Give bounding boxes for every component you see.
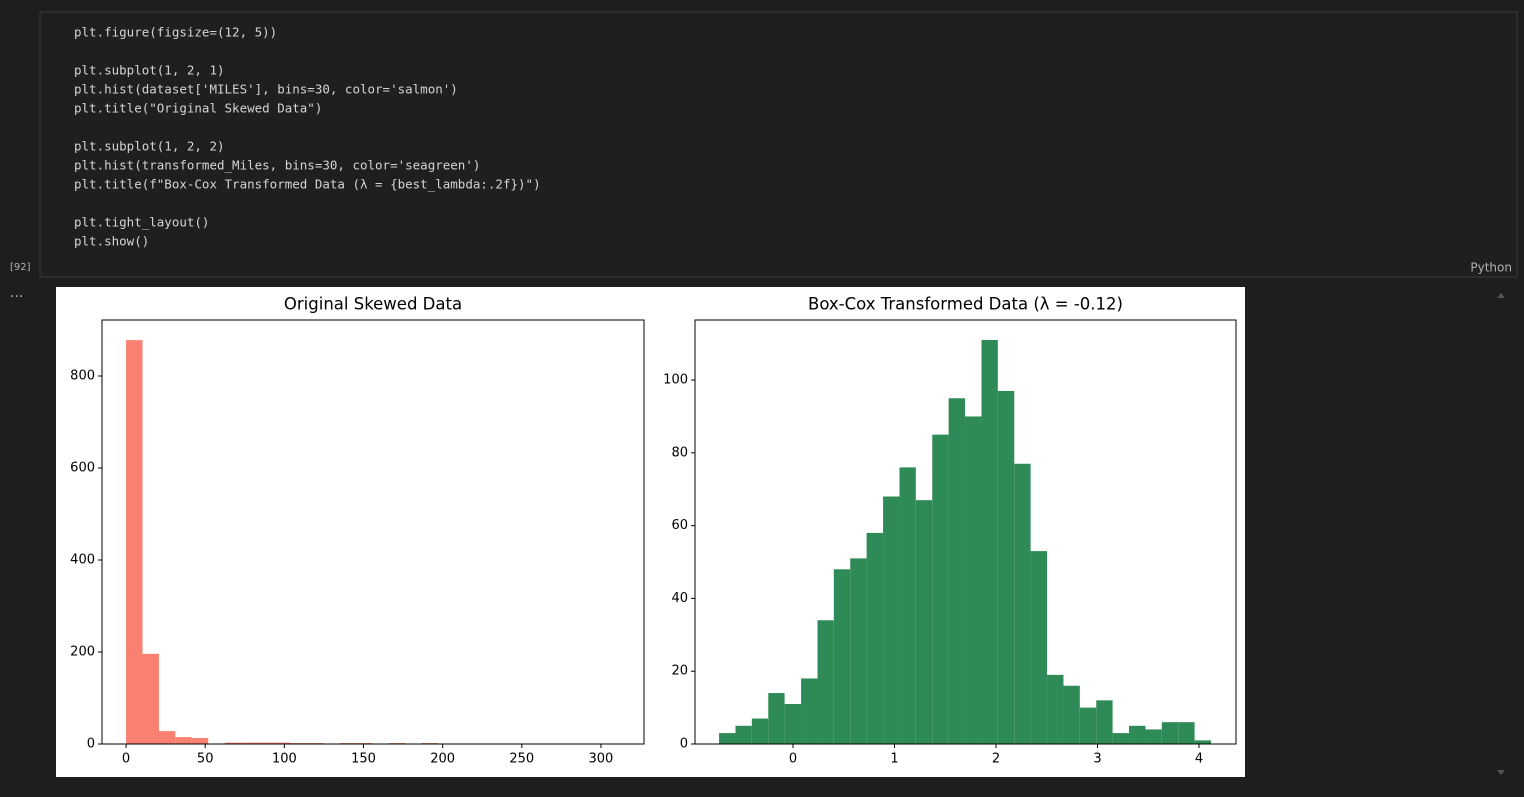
code-line: plt.hist(dataset['MILES'], bins=30, colo… [74, 82, 458, 97]
y-tick-label: 400 [70, 552, 95, 567]
bar [158, 731, 176, 744]
x-tick-label: 2 [992, 752, 1000, 767]
bar [1063, 685, 1080, 744]
x-tick-label: 300 [589, 752, 614, 767]
bar [735, 725, 752, 744]
code-line: plt.tight_layout() [74, 215, 209, 230]
bar [1145, 729, 1162, 744]
x-tick-label: 4 [1195, 752, 1203, 767]
bar [751, 718, 769, 744]
bar [241, 742, 258, 744]
bar [965, 416, 982, 744]
bar [932, 434, 949, 744]
output-menu[interactable]: ... [10, 285, 23, 301]
bar [1014, 463, 1031, 744]
code-line: plt.hist(transformed_Miles, bins=30, col… [74, 158, 480, 173]
bar [1112, 733, 1130, 744]
code-line: plt.figure(figsize=(12, 5)) [74, 25, 277, 40]
bar [1178, 722, 1195, 744]
bar [948, 398, 966, 744]
bar [175, 737, 192, 744]
y-tick-label: 800 [70, 368, 95, 383]
bar [1079, 707, 1097, 744]
bar [126, 340, 143, 744]
bar [768, 693, 785, 744]
bar [1194, 740, 1212, 744]
bar [257, 742, 274, 744]
bar [719, 733, 736, 744]
y-tick-label: 20 [671, 664, 688, 679]
bar [883, 496, 900, 744]
x-tick-label: 150 [351, 752, 376, 767]
y-tick-label: 200 [70, 644, 95, 659]
y-tick-label: 60 [671, 518, 688, 533]
bar [142, 653, 159, 744]
plot-frame [694, 319, 1237, 745]
x-tick-label: 200 [430, 752, 455, 767]
bar [981, 340, 998, 744]
code-cell[interactable] [39, 11, 1518, 278]
scroll-up[interactable] [1497, 293, 1505, 298]
bar [915, 500, 933, 744]
bar [866, 532, 884, 744]
code-line: plt.title(f"Box-Cox Transformed Data (λ … [74, 177, 541, 192]
y-tick-label: 100 [663, 373, 688, 388]
x-tick-label: 0 [789, 752, 797, 767]
code: plt.figure(figsize=(12, 5)) plt.subplot(1… [74, 25, 541, 249]
scroll-down[interactable] [1497, 770, 1505, 775]
plot-frame [101, 319, 645, 745]
chart-title: Original Skewed Data [284, 295, 462, 314]
bar [850, 558, 867, 744]
bar [1030, 551, 1048, 744]
x-tick-label: 3 [1093, 752, 1101, 767]
bar [997, 390, 1015, 744]
bar [1047, 674, 1064, 744]
bar [224, 742, 242, 744]
bar [833, 569, 851, 744]
code-line: plt.show() [74, 234, 149, 249]
language-label[interactable]: Python [1470, 261, 1512, 275]
code-line: plt.subplot(1, 2, 1) [74, 63, 225, 78]
x-tick-label: 50 [197, 752, 214, 767]
bar [784, 703, 802, 744]
y-tick-label: 600 [70, 460, 95, 475]
chart-title: Box-Cox Transformed Data (λ = -0.12) [808, 295, 1123, 314]
code-line: plt.title("Original Skewed Data") [74, 101, 322, 116]
x-tick-label: 250 [509, 752, 534, 767]
bar [899, 467, 916, 744]
y-tick-label: 80 [671, 445, 688, 460]
bar [1129, 725, 1146, 744]
y-tick-label: 40 [671, 591, 688, 606]
bar [801, 678, 818, 744]
execution-count: [92] [10, 262, 31, 273]
code-line: plt.subplot(1, 2, 2) [74, 139, 225, 154]
bar [1161, 722, 1179, 744]
x-tick-label: 1 [890, 752, 898, 767]
x-tick-label: 0 [122, 752, 130, 767]
bar [191, 738, 209, 744]
bar [273, 742, 291, 744]
y-tick-label: 0 [680, 737, 688, 752]
y-tick-label: 0 [87, 737, 95, 752]
bar [1096, 700, 1113, 744]
bar [817, 620, 834, 744]
x-tick-label: 100 [272, 752, 297, 767]
